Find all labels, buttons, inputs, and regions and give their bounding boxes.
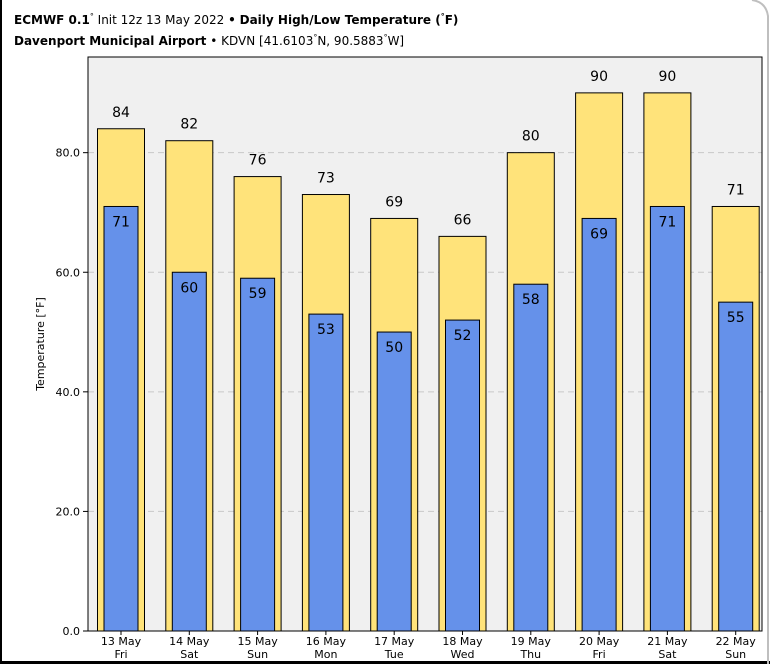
- x-tick-day-label: Thu: [519, 648, 541, 661]
- y-tick-label: 80.0: [56, 147, 81, 160]
- low-temp-label: 52: [454, 328, 472, 344]
- x-tick-day-label: Fri: [593, 648, 606, 661]
- low-temp-bar: [513, 283, 549, 632]
- frame-bottom-border: [0, 661, 770, 664]
- low-temp-bar: [103, 205, 139, 632]
- x-tick-date-label: 17 May: [374, 635, 415, 648]
- low-temp-label: 55: [727, 310, 745, 326]
- y-tick-label: 20.0: [56, 505, 81, 518]
- location-name: Davenport Municipal Airport: [14, 34, 207, 48]
- high-temp-label: 90: [590, 69, 608, 85]
- x-tick-day-label: Fri: [114, 648, 127, 661]
- degree-mark-3: °: [313, 33, 318, 42]
- low-temp-label: 59: [249, 286, 267, 302]
- x-tick-date-label: 22 May: [716, 635, 757, 648]
- low-temp-label: 50: [385, 340, 403, 356]
- high-temp-label: 73: [317, 171, 335, 187]
- y-tick-label: 40.0: [56, 386, 81, 399]
- low-temp-bar: [445, 319, 480, 632]
- x-tick-day-label: Sat: [180, 648, 199, 661]
- header-line-1: ECMWF 0.1° Init 12z 13 May 2022 • Daily …: [14, 8, 458, 29]
- x-tick-day-label: Wed: [451, 648, 475, 661]
- degree-mark-4: °: [383, 33, 388, 42]
- product-unit: F): [444, 13, 459, 27]
- x-tick-day-label: Mon: [314, 648, 337, 661]
- low-temp-label: 69: [590, 226, 608, 242]
- low-temp-bar: [376, 331, 412, 632]
- low-temp-bar: [649, 205, 685, 632]
- x-tick-date-label: 21 May: [647, 635, 688, 648]
- low-temp-bar: [171, 271, 207, 632]
- x-tick-date-label: 14 May: [169, 635, 210, 648]
- x-tick-date-label: 20 May: [579, 635, 620, 648]
- init-time: Init 12z 13 May 2022: [97, 13, 225, 27]
- bullet-2: •: [210, 34, 218, 48]
- high-temp-label: 84: [112, 105, 130, 121]
- window-edge: [751, 0, 769, 664]
- x-tick-day-label: Tue: [384, 648, 404, 661]
- low-temp-bar: [581, 217, 617, 632]
- low-temp-label: 58: [522, 292, 540, 308]
- model-name: ECMWF 0.1: [14, 13, 90, 27]
- low-temp-bar: [308, 313, 344, 632]
- x-tick-day-label: Sun: [725, 648, 746, 661]
- x-tick-date-label: 18 May: [442, 635, 483, 648]
- low-temp-label: 71: [658, 214, 676, 230]
- y-axis-label: Temperature [°F]: [34, 297, 47, 392]
- x-tick-day-label: Sat: [658, 648, 677, 661]
- y-tick-label: 0.0: [63, 625, 81, 638]
- high-temp-label: 90: [658, 69, 676, 85]
- header-line-2: Davenport Municipal Airport • KDVN [41.6…: [14, 29, 458, 50]
- high-temp-label: 66: [454, 212, 472, 228]
- x-tick-date-label: 19 May: [511, 635, 552, 648]
- plot-border: [87, 56, 763, 632]
- frame-left-border: [0, 0, 2, 664]
- station-info: KDVN [41.6103: [221, 34, 314, 48]
- bullet-1: •: [228, 13, 236, 27]
- degree-mark: °: [89, 12, 94, 21]
- product-title: Daily High/Low Temperature (: [239, 13, 441, 27]
- x-tick-date-label: 15 May: [237, 635, 278, 648]
- low-temp-bar: [718, 301, 754, 632]
- high-temp-label: 76: [249, 153, 267, 169]
- x-tick-date-label: 13 May: [101, 635, 142, 648]
- lat-suffix: N, 90.5883: [317, 34, 384, 48]
- low-temp-bar: [240, 277, 276, 632]
- low-temp-label: 71: [112, 214, 130, 230]
- high-temp-label: 80: [522, 129, 540, 145]
- high-temp-label: 82: [180, 117, 198, 133]
- y-tick-label: 60.0: [56, 266, 81, 279]
- degree-mark-2: °: [440, 12, 445, 21]
- x-tick-day-label: Sun: [247, 648, 268, 661]
- low-temp-label: 60: [180, 280, 198, 296]
- high-temp-label: 69: [385, 194, 403, 210]
- high-temp-label: 71: [727, 182, 745, 198]
- chart-header: ECMWF 0.1° Init 12z 13 May 2022 • Daily …: [14, 8, 458, 50]
- lon-suffix: W]: [387, 34, 405, 48]
- low-temp-label: 53: [317, 322, 335, 338]
- x-tick-date-label: 16 May: [306, 635, 347, 648]
